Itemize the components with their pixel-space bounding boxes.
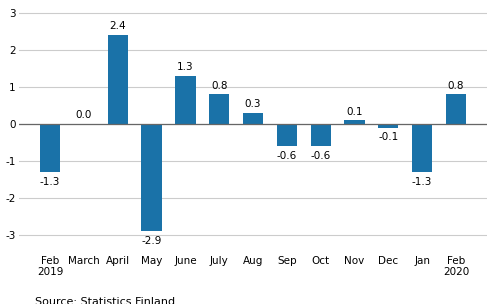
Bar	[412, 124, 432, 172]
Bar	[378, 124, 398, 128]
Text: 0.8: 0.8	[448, 81, 464, 91]
Text: -1.3: -1.3	[412, 177, 432, 187]
Bar	[40, 124, 60, 172]
Text: Source: Statistics Finland: Source: Statistics Finland	[35, 297, 175, 304]
Text: 0.3: 0.3	[245, 99, 261, 109]
Bar	[107, 35, 128, 124]
Text: -1.3: -1.3	[40, 177, 60, 187]
Bar	[345, 120, 365, 124]
Text: -0.1: -0.1	[378, 132, 398, 142]
Bar	[176, 76, 196, 124]
Text: 0.1: 0.1	[346, 107, 363, 117]
Text: 2.4: 2.4	[109, 22, 126, 32]
Bar	[141, 124, 162, 231]
Bar	[277, 124, 297, 146]
Bar	[311, 124, 331, 146]
Bar	[446, 95, 466, 124]
Text: -0.6: -0.6	[311, 151, 331, 161]
Text: 0.8: 0.8	[211, 81, 227, 91]
Bar	[243, 113, 263, 124]
Bar	[209, 95, 229, 124]
Text: -0.6: -0.6	[277, 151, 297, 161]
Text: 0.0: 0.0	[76, 110, 92, 120]
Text: -2.9: -2.9	[141, 236, 162, 246]
Text: 1.3: 1.3	[177, 62, 194, 72]
